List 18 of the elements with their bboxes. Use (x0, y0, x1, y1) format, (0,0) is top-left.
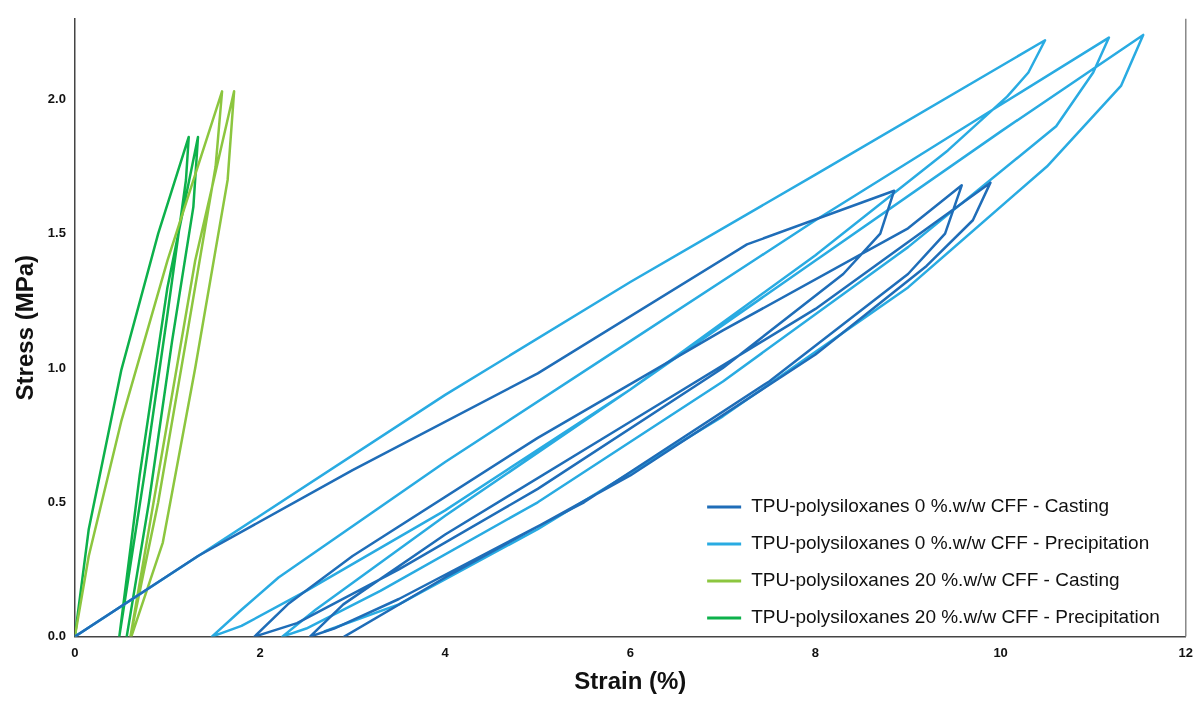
x-tick-label: 4 (441, 644, 450, 660)
y-tick-label: 0.5 (47, 493, 66, 509)
y-axis-title: Stress (MPa) (11, 255, 39, 401)
legend-label: TPU-polysiloxanes 0 %.w/w CFF - Casting (751, 495, 1110, 517)
x-tick-label: 8 (811, 644, 820, 660)
y-tick-label: 1.0 (47, 359, 66, 375)
y-tick-label: 1.5 (47, 225, 66, 241)
y-tick-label: 2.0 (47, 90, 66, 106)
x-tick-label: 0 (71, 644, 79, 660)
x-tick-label: 2 (256, 644, 264, 660)
x-axis-title: Strain (%) (574, 667, 687, 695)
legend-label: TPU-polysiloxanes 20 %.w/w CFF - Casting (751, 569, 1120, 591)
x-tick-label: 10 (993, 644, 1008, 660)
x-tick-label: 12 (1178, 644, 1193, 660)
y-tick-label: 0.0 (47, 628, 66, 644)
x-tick-label: 6 (626, 644, 634, 660)
legend-label: TPU-polysiloxanes 0 %.w/w CFF - Precipitation (751, 532, 1150, 554)
legend-label: TPU-polysiloxanes 20 %.w/w CFF - Precipitation (751, 606, 1160, 628)
